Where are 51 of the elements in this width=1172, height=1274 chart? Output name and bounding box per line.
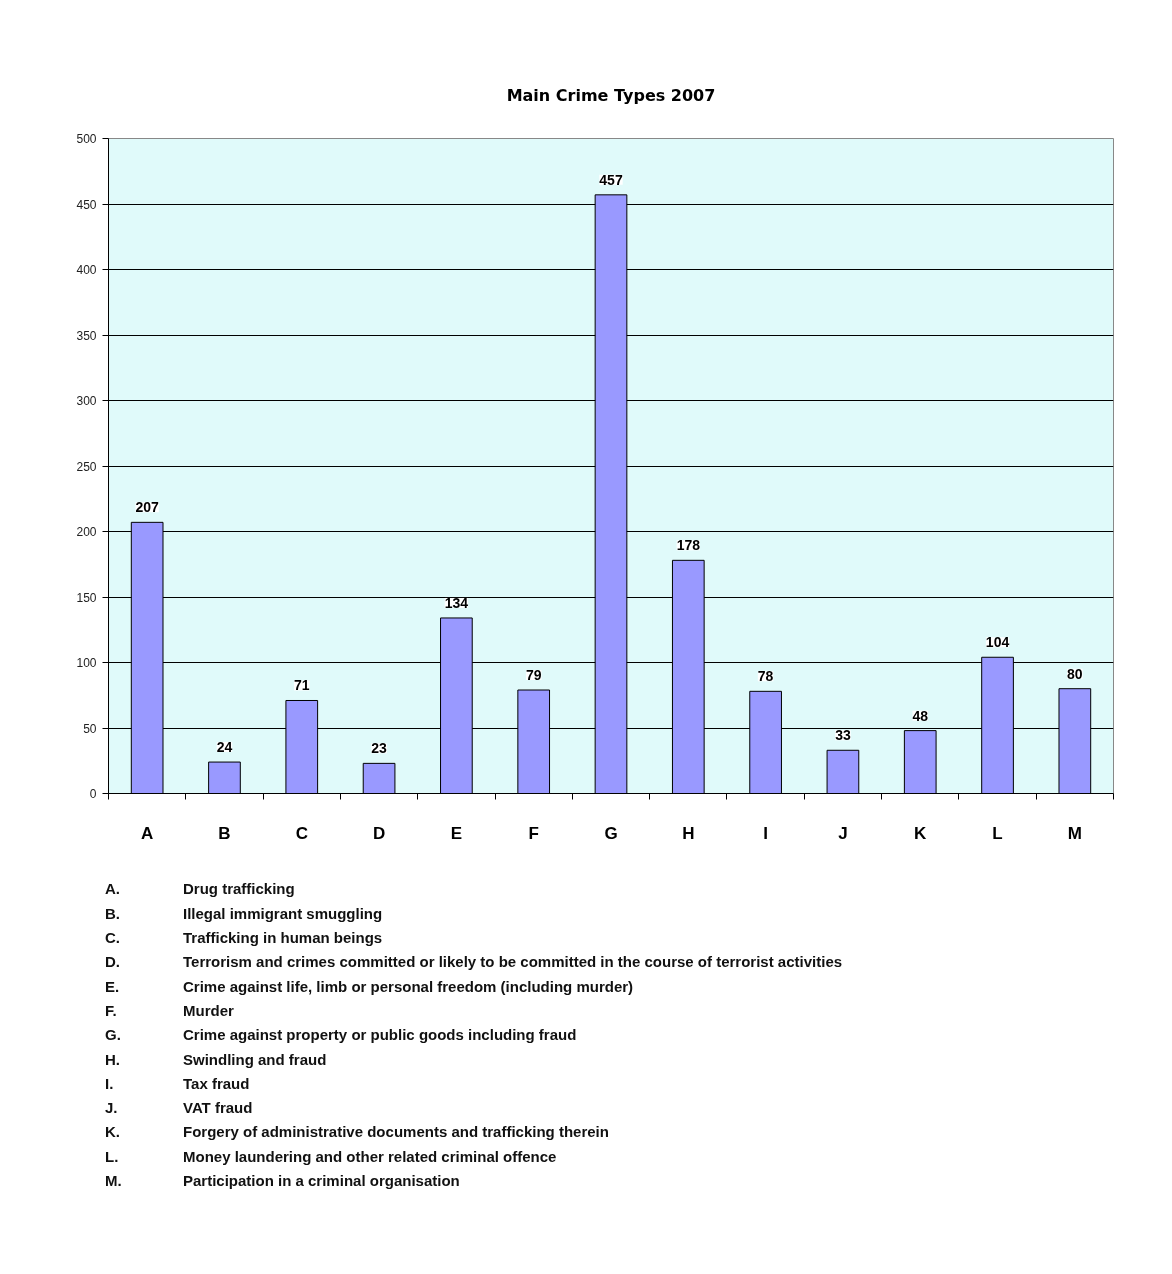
text: B. Illegal immigrant smuggling <box>105 904 383 922</box>
y-tick-label: 400 <box>76 263 97 277</box>
data-label: 33 <box>835 727 851 744</box>
x-tick-label: C <box>295 823 308 843</box>
y-tick-label: 150 <box>76 590 97 605</box>
text: I. Tax fraud <box>105 1074 250 1092</box>
x-tick-label: M <box>1067 823 1082 843</box>
text: H. Swindling and fraud <box>105 1050 327 1068</box>
data-label: 48 <box>912 707 929 724</box>
y-tick-label: 200 <box>76 525 97 539</box>
data-label: 134 <box>444 594 469 611</box>
x-tick-label: K <box>914 823 928 843</box>
y-tick-label: 300 <box>76 394 97 408</box>
text: C. Trafficking in human beings <box>105 929 383 947</box>
text: D. Terrorism and crimes committed or likely to be committed in the course of terrorist activities <box>105 953 843 971</box>
text: G. Crime against property or public goods including fraud <box>105 1026 577 1044</box>
x-tick-label: D <box>372 823 386 843</box>
data-label: 23 <box>371 740 388 757</box>
data-label: 71 <box>293 677 310 694</box>
x-tick-label: A <box>141 823 154 843</box>
data-label: 104 <box>985 634 1010 651</box>
text: J. VAT fraud <box>105 1099 253 1117</box>
x-tick-label: B <box>218 823 231 843</box>
text: F. Murder <box>105 1001 234 1019</box>
y-tick-label: 450 <box>76 197 97 212</box>
x-tick-label: E <box>450 823 463 843</box>
x-tick-label: H <box>682 823 695 843</box>
data-label: 457 <box>599 171 623 188</box>
text: K. Forgery of administrative documents and trafficking therein <box>105 1123 609 1141</box>
chart-title: Main Crime Types 2007 <box>506 85 716 105</box>
y-tick-label: 350 <box>76 328 97 343</box>
x-tick-label: I <box>763 823 768 843</box>
text: M. Participation in a criminal organisation <box>105 1172 460 1189</box>
data-label: 178 <box>676 537 701 554</box>
y-tick-label: 500 <box>76 132 97 146</box>
data-label: 24 <box>216 739 233 756</box>
text: A. Drug trafficking <box>105 880 295 898</box>
text: E. Crime against life, limb or personal freedom (including murder) <box>105 977 634 995</box>
x-tick-label: F <box>528 823 539 843</box>
text: L. Money laundering and other related criminal offence <box>105 1147 557 1165</box>
data-label: 80 <box>1067 665 1083 682</box>
y-tick-label: 50 <box>83 721 97 736</box>
y-tick-label: 0 <box>89 787 97 801</box>
data-label: 78 <box>757 668 774 685</box>
x-tick-label: G <box>604 823 618 843</box>
y-tick-label: 250 <box>76 459 97 474</box>
y-tick-label: 100 <box>76 656 97 670</box>
data-label: 79 <box>525 667 542 684</box>
data-label: 207 <box>135 499 160 516</box>
x-tick-label: L <box>992 823 1003 843</box>
x-tick-label: J <box>838 823 848 843</box>
